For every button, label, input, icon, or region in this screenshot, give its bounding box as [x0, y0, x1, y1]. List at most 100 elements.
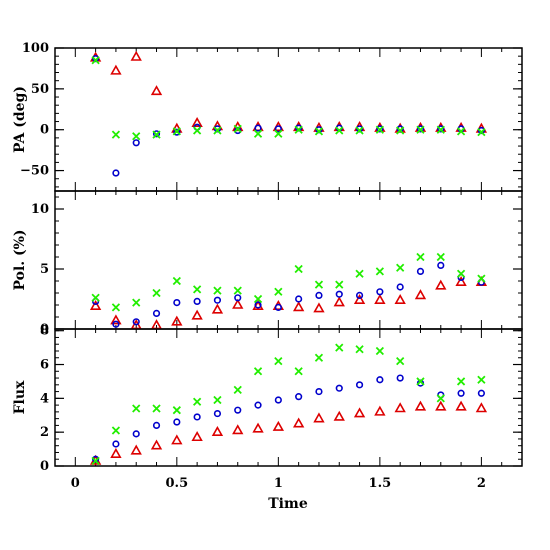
- data-point-cross: [456, 269, 466, 278]
- data-point-circle: [376, 288, 384, 296]
- data-point-circle: [437, 125, 445, 133]
- data-point-triangle: [455, 400, 467, 411]
- data-point-triangle: [191, 431, 203, 442]
- panel-frame: [54, 328, 523, 467]
- data-point-cross: [253, 367, 263, 376]
- y-tick-label: 50: [31, 82, 49, 97]
- data-point-circle: [295, 393, 303, 401]
- y-tick-label: 100: [22, 41, 49, 56]
- data-point-cross: [233, 286, 242, 295]
- y-tick-label: 6: [40, 358, 49, 373]
- data-point-cross: [233, 124, 242, 134]
- data-point-cross: [111, 130, 121, 139]
- data-point-cross: [132, 298, 141, 307]
- data-point-triangle: [414, 400, 427, 411]
- y-tick-label: 2: [40, 425, 49, 440]
- data-point-circle: [376, 125, 384, 133]
- data-point-triangle: [110, 447, 122, 458]
- y-tick-label: −50: [20, 164, 49, 179]
- data-point-triangle: [150, 85, 163, 96]
- data-point-triangle: [171, 434, 183, 445]
- data-point-cross: [396, 126, 405, 135]
- data-point-cross: [456, 127, 466, 136]
- y-axis-title: PA (deg): [12, 86, 28, 153]
- data-point-cross: [314, 127, 324, 136]
- data-point-triangle: [435, 279, 447, 290]
- y-tick-label: 5: [40, 262, 49, 277]
- data-point-cross: [274, 356, 283, 366]
- data-point-cross: [314, 353, 324, 362]
- data-point-triangle: [110, 314, 122, 325]
- data-point-cross: [253, 129, 263, 138]
- data-point-circle: [152, 130, 161, 138]
- data-point-circle: [254, 301, 262, 309]
- data-point-cross: [253, 294, 263, 304]
- data-point-cross: [416, 377, 425, 386]
- data-point-triangle: [272, 420, 285, 431]
- data-point-cross: [132, 404, 141, 413]
- data-point-cross: [91, 293, 100, 302]
- data-point-cross: [477, 375, 486, 384]
- data-point-cross: [314, 280, 324, 289]
- data-point-cross: [213, 126, 222, 135]
- data-point-circle: [173, 128, 181, 136]
- x-tick-label: 1: [274, 476, 283, 491]
- data-point-circle: [315, 387, 323, 396]
- data-point-cross: [192, 126, 202, 135]
- data-point-cross: [436, 394, 445, 403]
- panel-0: −50 0 50 100 PA (deg): [12, 41, 523, 192]
- data-point-cross: [294, 367, 303, 376]
- y-tick-label: 4: [40, 391, 49, 406]
- data-point-triangle: [191, 116, 203, 127]
- data-point-circle: [112, 320, 120, 328]
- data-point-cross: [152, 288, 161, 298]
- data-points: [89, 343, 488, 466]
- y-axis-title: Flux: [12, 380, 28, 414]
- data-point-cross: [152, 130, 161, 139]
- data-point-triangle: [374, 293, 386, 305]
- data-point-triangle: [313, 412, 325, 423]
- data-point-triangle: [292, 301, 305, 312]
- data-point-triangle: [211, 303, 224, 314]
- x-tick-label: 2: [477, 476, 486, 491]
- data-point-cross: [213, 286, 222, 295]
- data-point-circle: [254, 124, 262, 132]
- data-point-triangle: [333, 410, 345, 421]
- data-point-cross: [172, 276, 181, 286]
- data-point-triangle: [232, 424, 244, 435]
- data-point-cross: [111, 426, 121, 435]
- data-point-circle: [254, 401, 262, 409]
- y-tick-label: 0: [40, 123, 49, 138]
- data-point-triangle: [435, 400, 447, 411]
- data-point-cross: [375, 346, 385, 356]
- data-point-triangle: [232, 298, 244, 309]
- y-tick-label: 8: [40, 324, 49, 339]
- data-point-circle: [355, 291, 364, 300]
- data-points: [89, 50, 488, 177]
- y-tick-label: 0: [40, 459, 49, 474]
- data-point-cross: [172, 406, 181, 415]
- data-point-triangle: [374, 405, 386, 416]
- data-point-cross: [335, 343, 344, 352]
- data-point-triangle: [130, 444, 142, 455]
- data-point-circle: [416, 125, 425, 133]
- data-point-circle: [234, 294, 242, 302]
- data-point-triangle: [475, 402, 488, 413]
- x-tick-label: 1.5: [369, 476, 392, 491]
- data-point-cross: [396, 263, 405, 272]
- data-point-triangle: [171, 315, 183, 326]
- panel-frame: [54, 47, 523, 192]
- data-point-triangle: [353, 293, 366, 305]
- data-point-triangle: [191, 309, 203, 320]
- data-point-cross: [111, 303, 121, 312]
- data-point-triangle: [130, 50, 142, 61]
- data-point-cross: [172, 127, 181, 136]
- data-point-cross: [192, 397, 202, 406]
- data-point-circle: [234, 406, 242, 414]
- data-point-circle: [376, 376, 384, 384]
- data-point-triangle: [89, 299, 102, 311]
- data-point-circle: [213, 409, 222, 418]
